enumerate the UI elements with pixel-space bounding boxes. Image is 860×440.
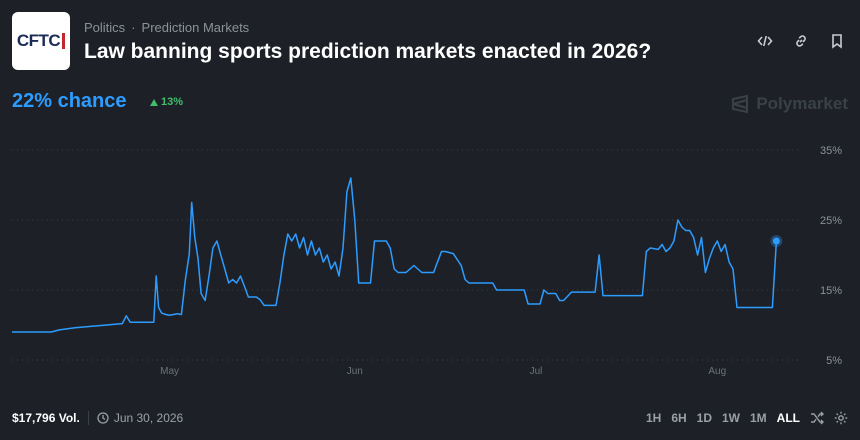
polymarket-watermark: Polymarket [730,94,848,114]
header-actions [756,32,846,50]
settings-icon[interactable] [834,411,848,425]
y-tick-label: 35% [820,145,842,157]
link-icon[interactable] [792,32,810,50]
x-tick-label: Aug [708,366,726,377]
market-logo: CFTC [12,12,70,70]
y-tick-label: 5% [826,355,842,367]
range-1h[interactable]: 1H [645,411,662,425]
logo-text: CFTC [16,31,61,50]
clock-icon [97,412,109,424]
breadcrumb: Politics · Prediction Markets [84,20,249,35]
range-1d[interactable]: 1D [696,411,712,425]
range-selector: 1H 6H 1D 1W 1M ALL [646,411,848,425]
y-tick-label: 15% [820,285,842,297]
page-title: Law banning sports prediction markets en… [84,40,652,63]
polymarket-logo-icon [732,94,749,114]
footer-stats: $17,796 Vol. Jun 30, 2026 [12,411,183,425]
end-date: Jun 30, 2026 [97,411,183,425]
embed-icon[interactable] [756,32,774,50]
breadcrumb-politics[interactable]: Politics [84,20,126,35]
up-triangle-icon [150,98,158,106]
series-line [12,177,778,333]
range-6h[interactable]: 6H [671,411,687,425]
y-tick-label: 25% [820,215,842,227]
chance-delta: 13% [150,96,183,108]
watermark-text: Polymarket [756,94,848,113]
chance-value: 22% chance [12,90,127,112]
x-tick-label: May [160,366,179,377]
end-date-text: Jun 30, 2026 [113,411,184,425]
breadcrumb-separator: · [131,20,136,35]
breadcrumb-prediction-markets[interactable]: Prediction Markets [141,20,250,35]
x-tick-label: Jul [530,366,543,377]
range-1w[interactable]: 1W [722,411,740,425]
footer-divider [87,411,89,425]
volume-text: $17,796 Vol. [12,411,80,425]
last-point [772,237,780,245]
chance-delta-value: 13% [161,96,184,108]
price-chart[interactable]: 35% 25% 15% 5% May Jun Jul Aug [0,130,860,380]
logo-bar [62,33,66,49]
x-tick-label: Jun [347,366,363,377]
shuffle-icon[interactable] [810,411,824,425]
range-all[interactable]: ALL [776,411,800,425]
bookmark-icon[interactable] [828,32,846,50]
range-1m[interactable]: 1M [750,411,767,425]
